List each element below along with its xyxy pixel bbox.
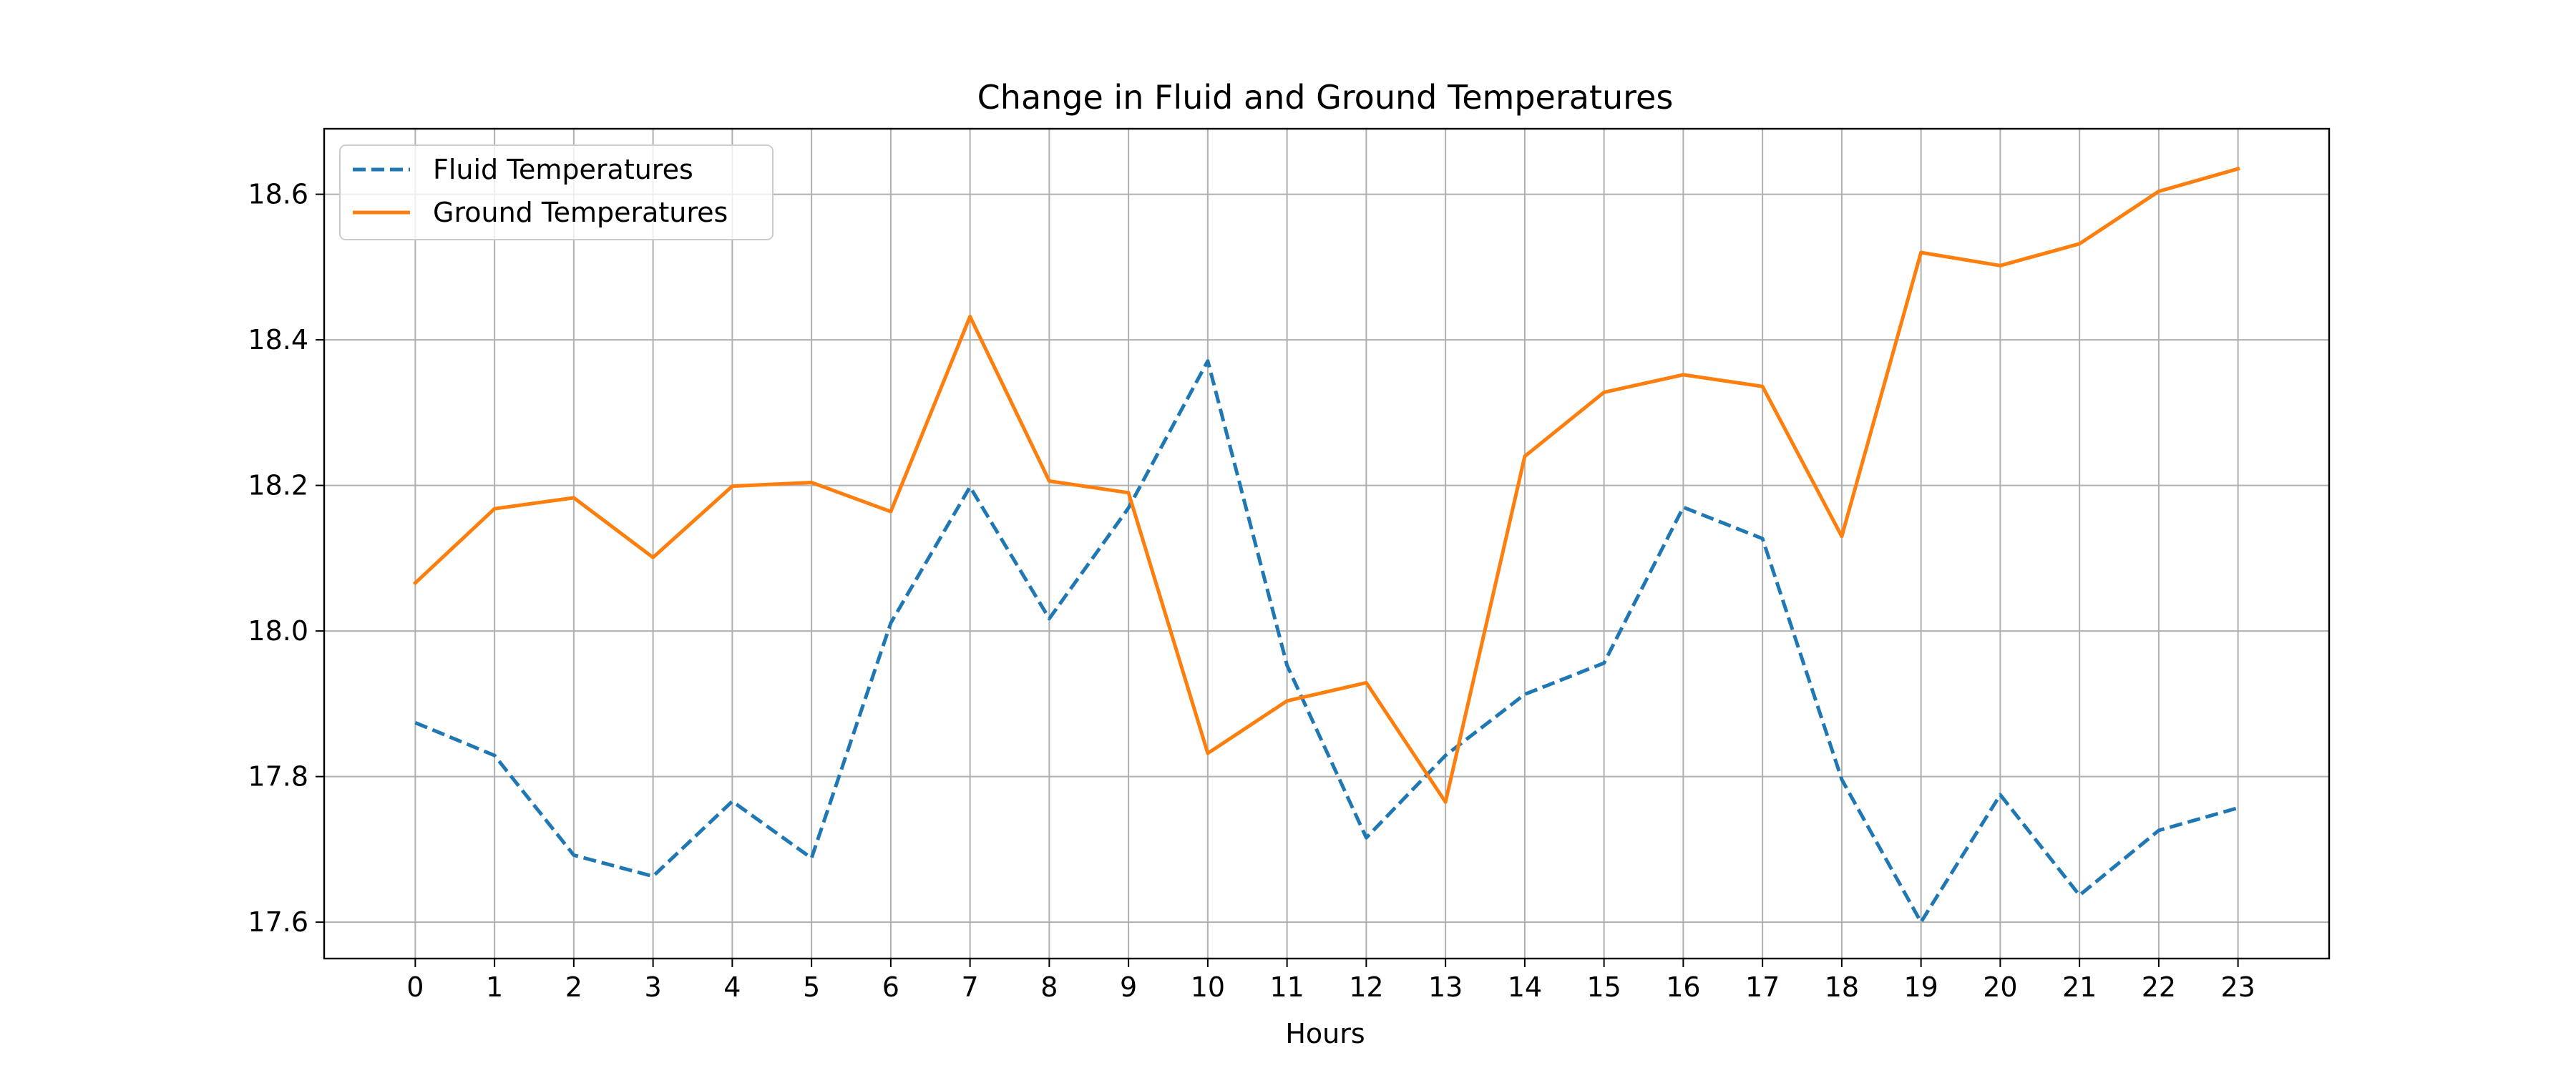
x-tick-label: 15: [1586, 971, 1621, 1003]
x-tick-label: 18: [1825, 971, 1859, 1003]
x-tick-label: 23: [2220, 971, 2255, 1003]
series-line-fluid-temperatures: [414, 359, 2239, 924]
y-tick-label: 18.6: [248, 179, 308, 210]
x-tick-label: 1: [486, 971, 503, 1003]
x-tick-label: 19: [1903, 971, 1938, 1003]
x-tick-label: 17: [1745, 971, 1780, 1003]
plot-frame: [323, 127, 2331, 960]
legend: Fluid Temperatures Ground Temperatures: [339, 144, 774, 240]
y-tick-label: 17.8: [248, 761, 308, 793]
x-tick-label: 21: [2062, 971, 2097, 1003]
x-tick-label: 0: [406, 971, 424, 1003]
y-tick-label: 18.4: [248, 324, 308, 356]
y-tick-label: 18.2: [248, 470, 308, 501]
x-axis-title: Hours: [1285, 1018, 1365, 1049]
legend-label: Ground Temperatures: [433, 197, 728, 228]
series-lines: [412, 166, 2240, 924]
axis-ticks: 0 1 2 3 4 5 6 7 8 9 10 11 12 13 14 15 16 17 18 19 20 21 22 2317…: [248, 179, 2255, 1003]
x-tick-label: 9: [1120, 971, 1137, 1003]
legend-label: Fluid Temperatures: [433, 154, 693, 185]
x-tick-label: 10: [1191, 971, 1225, 1003]
y-tick-label: 18.0: [248, 615, 308, 647]
x-tick-label: 14: [1508, 971, 1542, 1003]
x-tick-label: 13: [1428, 971, 1463, 1003]
x-tick-label: 8: [1040, 971, 1058, 1003]
y-tick-label: 17.6: [248, 906, 308, 938]
x-tick-label: 3: [645, 971, 662, 1003]
x-tick-label: 7: [962, 971, 979, 1003]
x-tick-label: 6: [882, 971, 899, 1003]
x-tick-label: 16: [1666, 971, 1700, 1003]
grid: [324, 129, 2329, 959]
x-tick-label: 5: [803, 971, 820, 1003]
x-tick-label: 20: [1983, 971, 2017, 1003]
x-tick-label: 12: [1349, 971, 1383, 1003]
series-line-ground-temperatures: [412, 166, 2240, 804]
x-tick-label: 22: [2142, 971, 2176, 1003]
x-tick-label: 2: [565, 971, 582, 1003]
legend-box: [339, 144, 774, 240]
x-tick-label: 4: [723, 971, 741, 1003]
chart-title: Change in Fluid and Ground Temperatures: [977, 78, 1674, 117]
x-tick-label: 11: [1269, 971, 1304, 1003]
